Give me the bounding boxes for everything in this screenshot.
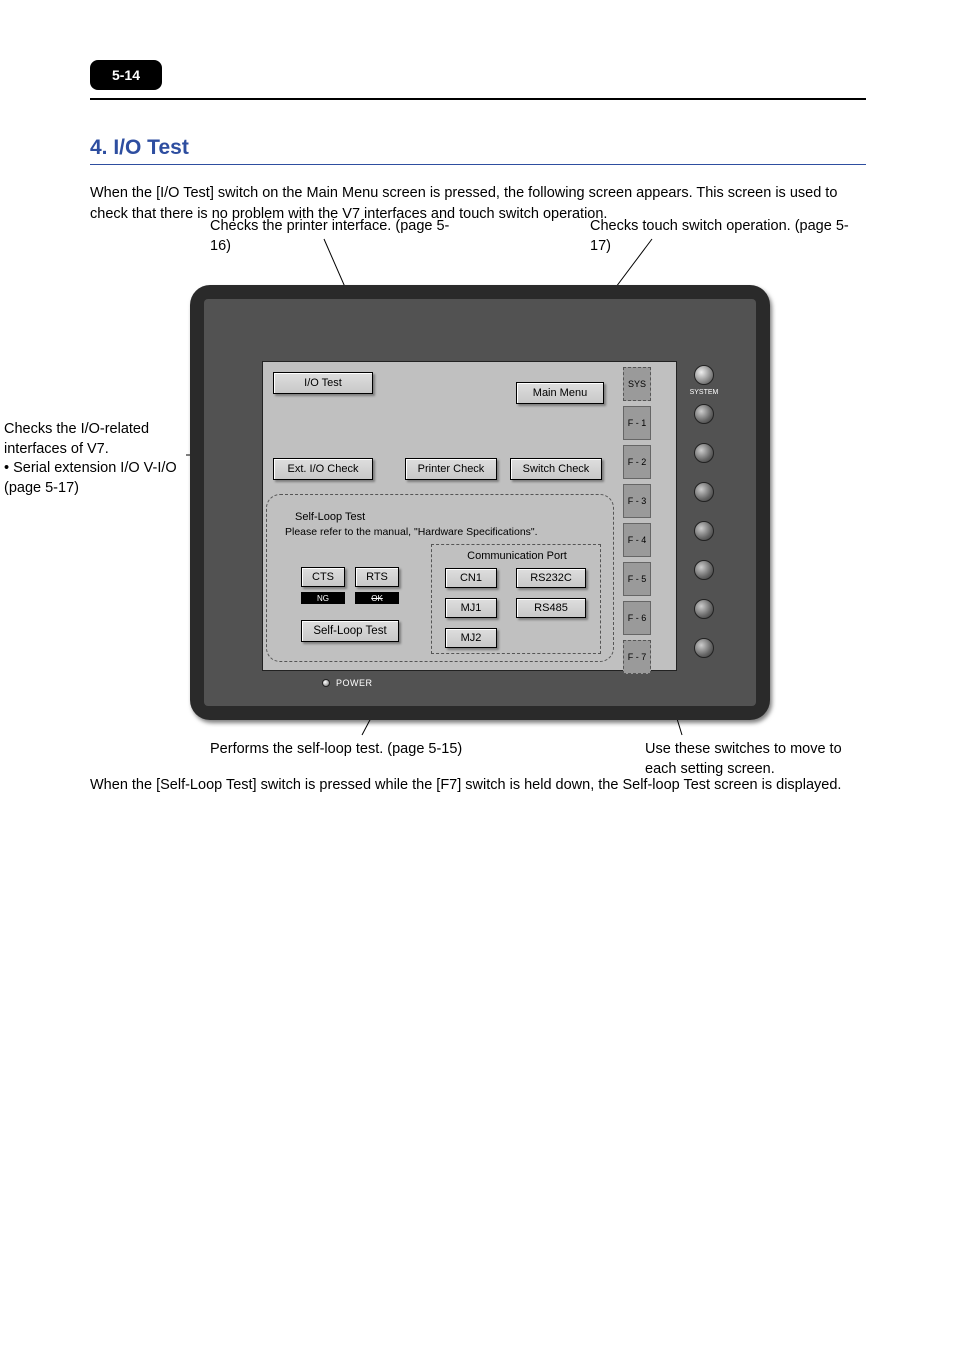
- hw-button-f1[interactable]: [694, 404, 714, 424]
- hw-button-f6[interactable]: [694, 599, 714, 619]
- callout-switch-check: Checks touch switch operation. (page 5-1…: [590, 217, 850, 256]
- callout-self-loop: Performs the self-loop test. (page 5-15): [210, 740, 510, 760]
- soft-fkey-column: SYS F - 1 F - 2 F - 3 F - 4 F - 5 F - 6 …: [623, 367, 653, 679]
- soft-key-f5[interactable]: F - 5: [623, 562, 651, 596]
- self-loop-subtitle: Please refer to the manual, "Hardware Sp…: [285, 526, 538, 538]
- soft-key-f3[interactable]: F - 3: [623, 484, 651, 518]
- soft-key-f6[interactable]: F - 6: [623, 601, 651, 635]
- power-label: POWER: [336, 678, 373, 688]
- power-led-icon: [322, 679, 330, 687]
- soft-key-f1[interactable]: F - 1: [623, 406, 651, 440]
- section-title: 4. I/O Test: [90, 136, 866, 160]
- device-figure: Checks the printer interface. (page 5-16…: [90, 255, 870, 755]
- self-loop-test-button[interactable]: Self-Loop Test: [301, 620, 399, 642]
- rs232c-button[interactable]: RS232C: [516, 568, 586, 588]
- callout-printer: Checks the printer interface. (page 5-16…: [210, 217, 470, 256]
- mj2-button[interactable]: MJ2: [445, 628, 497, 648]
- hw-button-f4[interactable]: [694, 521, 714, 541]
- soft-key-f7[interactable]: F - 7: [623, 640, 651, 674]
- hw-button-f2[interactable]: [694, 443, 714, 463]
- device-bezel: I/O Test Main Menu Ext. I/O Check Printe…: [204, 299, 756, 706]
- ext-io-check-button[interactable]: Ext. I/O Check: [273, 458, 373, 480]
- main-menu-button[interactable]: Main Menu: [516, 382, 604, 404]
- hw-button-f5[interactable]: [694, 560, 714, 580]
- divider: [90, 98, 866, 100]
- title-underline: [90, 164, 866, 165]
- printer-check-button[interactable]: Printer Check: [405, 458, 497, 480]
- page-number-badge: 5-14: [90, 60, 162, 90]
- ok-indicator: OK: [355, 592, 399, 604]
- callout-func-switch: Use these switches to move to each setti…: [645, 740, 855, 779]
- hw-button-f3[interactable]: [694, 482, 714, 502]
- callout-ext-io: Checks the I/O-related interfaces of V7.…: [4, 420, 194, 498]
- device-frame: I/O Test Main Menu Ext. I/O Check Printe…: [190, 285, 770, 720]
- ng-indicator: NG: [301, 592, 345, 604]
- device-screen: I/O Test Main Menu Ext. I/O Check Printe…: [262, 361, 677, 671]
- self-loop-title: Self-Loop Test: [295, 511, 365, 523]
- rts-button[interactable]: RTS: [355, 567, 399, 587]
- power-indicator: POWER: [262, 671, 677, 695]
- mj1-button[interactable]: MJ1: [445, 598, 497, 618]
- rs485-button[interactable]: RS485: [516, 598, 586, 618]
- soft-key-f4[interactable]: F - 4: [623, 523, 651, 557]
- switch-check-button[interactable]: Switch Check: [510, 458, 602, 480]
- soft-key-f2[interactable]: F - 2: [623, 445, 651, 479]
- cn1-button[interactable]: CN1: [445, 568, 497, 588]
- hardware-button-column: [694, 365, 714, 677]
- cts-button[interactable]: CTS: [301, 567, 345, 587]
- hw-button-system[interactable]: [694, 365, 714, 385]
- soft-key-sys[interactable]: SYS: [623, 367, 651, 401]
- hw-button-f7[interactable]: [694, 638, 714, 658]
- hw-label-system: SYSTEM: [684, 389, 724, 396]
- communication-port-title: Communication Port: [439, 550, 595, 562]
- io-test-title: I/O Test: [273, 372, 373, 394]
